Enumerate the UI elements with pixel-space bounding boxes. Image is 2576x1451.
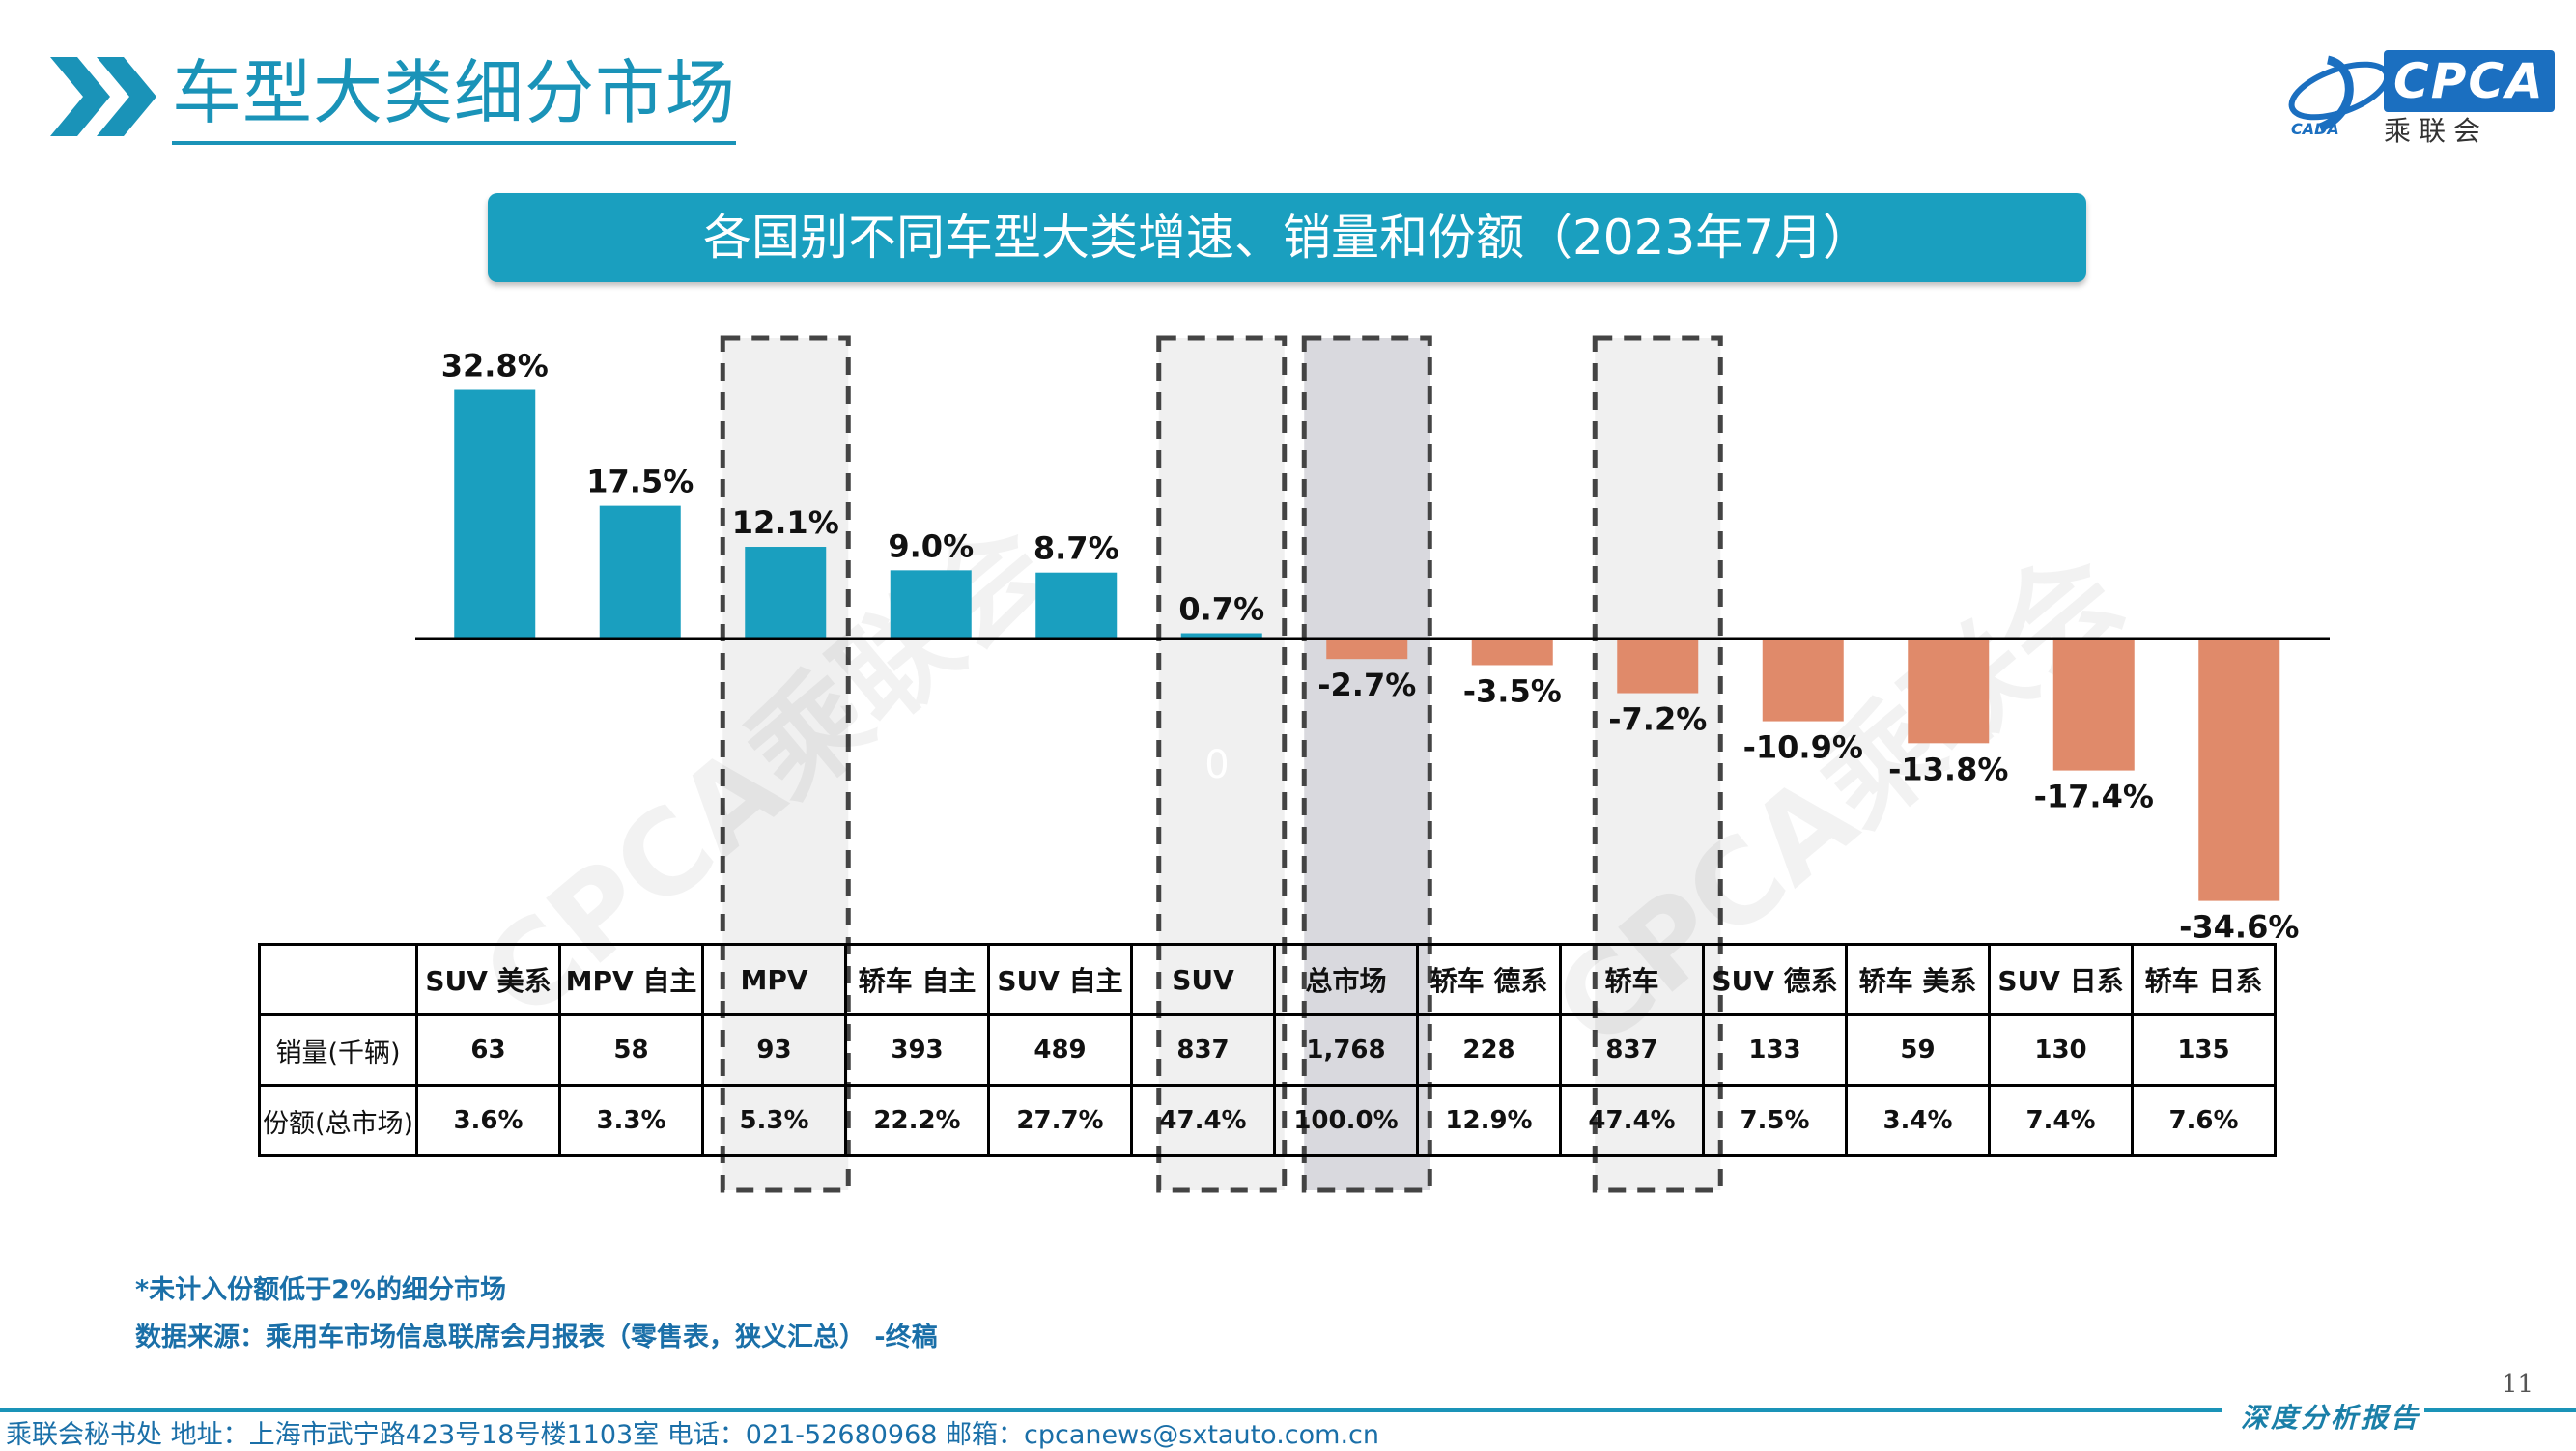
- chart-title: 各国别不同车型大类增速、销量和份额（2023年7月）: [702, 210, 1872, 266]
- table-row-label: 份额(总市场): [258, 1084, 418, 1157]
- data-label: -3.5%: [1463, 672, 1562, 709]
- header-chevron-icon: [50, 57, 156, 136]
- table-cell: 63: [415, 1013, 561, 1087]
- table-cell: 837: [1559, 1013, 1705, 1087]
- table-cell: 7.4%: [1988, 1084, 2134, 1157]
- table-header-cell: SUV 美系: [415, 943, 561, 1016]
- table-cell: 93: [701, 1013, 847, 1087]
- table-header-cell: 轿车 德系: [1416, 943, 1562, 1016]
- table-cell: 22.2%: [844, 1084, 990, 1157]
- table-cell: 47.4%: [1559, 1084, 1705, 1157]
- bar: [1035, 572, 1118, 639]
- data-label: -17.4%: [2034, 779, 2154, 815]
- table-cell: 100.0%: [1273, 1084, 1419, 1157]
- table-row-label: 销量(千辆): [258, 1013, 418, 1087]
- table-header-cell: MPV: [701, 943, 847, 1016]
- table-cell: 130: [1988, 1013, 2134, 1087]
- table-cell: 7.6%: [2131, 1084, 2277, 1157]
- bar: [745, 547, 827, 639]
- table-row: 销量(千辆) 63 58 93 393 489 837 1,768 228 837 133 59 130…: [258, 1013, 2277, 1087]
- table-cell: 489: [987, 1013, 1133, 1087]
- table-cell: 58: [558, 1013, 704, 1087]
- bar: [890, 570, 972, 639]
- table-cell: 3.4%: [1845, 1084, 1991, 1157]
- table-row: 份额(总市场) 3.6% 3.3% 5.3% 22.2% 27.7% 47.4% 100.0%…: [258, 1084, 2277, 1157]
- table-cell: 133: [1702, 1013, 1848, 1087]
- bar: [599, 505, 681, 639]
- table-header-cell: 轿车: [1559, 943, 1705, 1016]
- report-label: 深度分析报告: [2241, 1402, 2421, 1434]
- table-header-cell: MPV 自主: [558, 943, 704, 1016]
- table-header-cell: 总市场: [1273, 943, 1419, 1016]
- data-label: -34.6%: [2179, 909, 2299, 946]
- table-cell: 393: [844, 1013, 990, 1087]
- table-cell: 59: [1845, 1013, 1991, 1087]
- stray-label: 0: [1204, 743, 1229, 787]
- table-cell: 12.9%: [1416, 1084, 1562, 1157]
- page-title: 车型大类细分市场: [172, 44, 737, 145]
- data-label: -7.2%: [1608, 701, 1707, 738]
- table-corner-cell: [258, 943, 418, 1016]
- table-header-cell: SUV 德系: [1702, 943, 1848, 1016]
- table-cell: 837: [1130, 1013, 1276, 1087]
- bar: [2052, 639, 2135, 771]
- footer-divider: [0, 1408, 2222, 1412]
- table-cell: 3.6%: [415, 1084, 561, 1157]
- bar: [1326, 639, 1408, 660]
- bar: [1762, 639, 1844, 722]
- data-label: 17.5%: [586, 464, 694, 500]
- data-label: -10.9%: [1743, 729, 1863, 766]
- logo-subtitle: 乘联会: [2384, 115, 2489, 147]
- table-header-cell: SUV 自主: [987, 943, 1133, 1016]
- footer-contact: 乘联会秘书处 地址：上海市武宁路423号18号楼1103室 电话：021-526…: [6, 1420, 1380, 1450]
- table-cell: 47.4%: [1130, 1084, 1276, 1157]
- bar: [1617, 639, 1699, 694]
- table-header-cell: 轿车 日系: [2131, 943, 2277, 1016]
- data-label: 12.1%: [732, 504, 839, 541]
- table-cell: 3.3%: [558, 1084, 704, 1157]
- table-header-row: SUV 美系 MPV 自主 MPV 轿车 自主 SUV 自主 SUV 总市场 轿车 德系 轿车 S…: [258, 943, 2277, 1016]
- table-cell: 135: [2131, 1013, 2277, 1087]
- table-header-cell: 轿车 美系: [1845, 943, 1991, 1016]
- logo-small-text: CADA: [2291, 120, 2339, 138]
- data-label: 9.0%: [888, 527, 974, 564]
- bar: [1471, 639, 1553, 666]
- table-cell: 228: [1416, 1013, 1562, 1087]
- table-header-cell: SUV 日系: [1988, 943, 2134, 1016]
- footer-divider-right: [2424, 1408, 2576, 1412]
- data-label: -2.7%: [1317, 667, 1416, 703]
- data-label: -13.8%: [1888, 751, 2008, 787]
- table-header-cell: 轿车 自主: [844, 943, 990, 1016]
- table-header-cell: SUV: [1130, 943, 1276, 1016]
- table-cell: 5.3%: [701, 1084, 847, 1157]
- bar: [2198, 639, 2280, 901]
- data-source: 数据来源：乘用车市场信息联席会月报表（零售表，狭义汇总） -终稿: [135, 1323, 938, 1352]
- bar: [454, 389, 536, 639]
- table-cell: 1,768: [1273, 1013, 1419, 1087]
- footnote: *未计入份额低于2%的细分市场: [135, 1275, 506, 1305]
- data-table: SUV 美系 MPV 自主 MPV 轿车 自主 SUV 自主 SUV 总市场 轿车 德系 轿车 S…: [258, 943, 2277, 1157]
- data-label: 32.8%: [441, 348, 549, 384]
- logo-wordmark: CPCA: [2384, 50, 2555, 112]
- chart-banner: [488, 193, 2086, 282]
- bar: [1908, 639, 1990, 744]
- data-label: 0.7%: [1178, 591, 1264, 628]
- table-cell: 27.7%: [987, 1084, 1133, 1157]
- page-number: 11: [2502, 1370, 2534, 1399]
- table-cell: 7.5%: [1702, 1084, 1848, 1157]
- bar: [1180, 633, 1262, 639]
- data-label: 8.7%: [1033, 530, 1119, 567]
